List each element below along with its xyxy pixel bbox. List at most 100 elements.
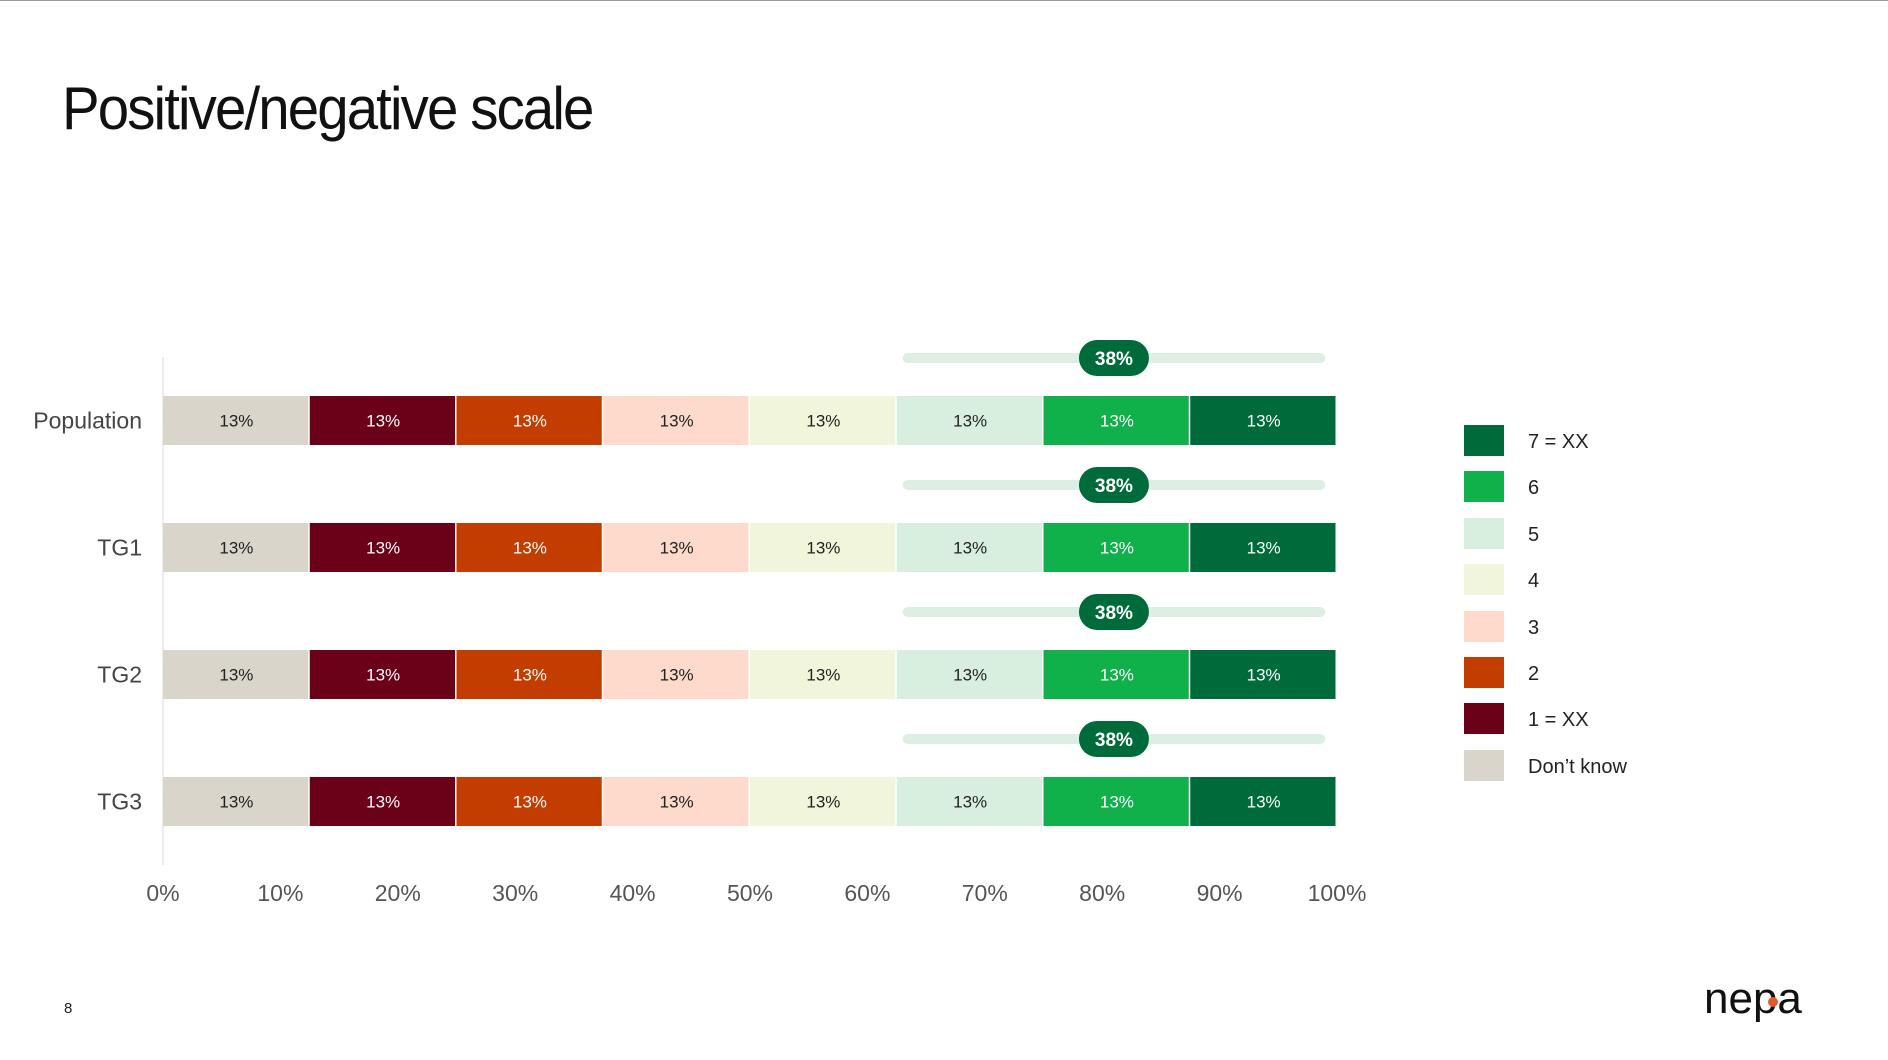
x-tick-label: 80% bbox=[1079, 880, 1125, 906]
bar-segment bbox=[750, 523, 896, 572]
data-label: 13% bbox=[953, 412, 987, 431]
data-label: 13% bbox=[1100, 666, 1134, 685]
bar-segment bbox=[456, 650, 602, 699]
legend-label: 3 bbox=[1528, 616, 1540, 639]
data-label: 13% bbox=[1247, 539, 1281, 558]
nepa-logo-dot bbox=[1768, 997, 1778, 1007]
bar-segment bbox=[896, 523, 1042, 572]
data-label: 13% bbox=[660, 666, 694, 685]
bar-segment bbox=[163, 523, 309, 572]
bar-segment bbox=[309, 777, 455, 826]
legend-swatch bbox=[1464, 564, 1504, 596]
data-label: 13% bbox=[513, 412, 547, 431]
nepa-logo: nepa bbox=[1704, 975, 1802, 1023]
x-tick-label: 40% bbox=[610, 880, 656, 906]
bar-segment bbox=[603, 396, 749, 445]
data-label: 13% bbox=[1247, 793, 1281, 812]
legend-swatch bbox=[1464, 703, 1504, 735]
bar-segment bbox=[896, 396, 1042, 445]
x-tick-label: 20% bbox=[375, 880, 421, 906]
data-label: 13% bbox=[1100, 539, 1134, 558]
legend-swatch bbox=[1464, 425, 1504, 456]
top-box-value: 38% bbox=[1095, 603, 1133, 624]
x-tick-label: 0% bbox=[146, 880, 179, 906]
bar-segment bbox=[456, 777, 602, 826]
data-label: 13% bbox=[219, 539, 253, 558]
data-label: 13% bbox=[806, 412, 840, 431]
data-label: 13% bbox=[366, 793, 400, 812]
bar-segment bbox=[750, 650, 896, 699]
legend-label: 5 bbox=[1528, 523, 1540, 546]
data-label: 13% bbox=[953, 793, 987, 812]
data-label: 13% bbox=[219, 793, 253, 812]
bar-segment bbox=[603, 523, 749, 572]
x-tick-label: 30% bbox=[492, 880, 538, 906]
bar-segment bbox=[1043, 396, 1189, 445]
bar-segment bbox=[1190, 523, 1336, 572]
data-label: 13% bbox=[366, 412, 400, 431]
data-label: 13% bbox=[660, 793, 694, 812]
bar-segment bbox=[163, 396, 309, 445]
bar-segment bbox=[1043, 650, 1189, 699]
x-tick-label: 100% bbox=[1308, 880, 1367, 906]
legend-swatch bbox=[1464, 749, 1504, 781]
x-tick-label: 10% bbox=[257, 880, 303, 906]
legend-label: 4 bbox=[1528, 570, 1540, 593]
bar-segment bbox=[163, 650, 309, 699]
data-label: 13% bbox=[1100, 412, 1134, 431]
bar-segment bbox=[1190, 777, 1336, 826]
top-box-badge bbox=[1078, 721, 1149, 757]
data-label: 13% bbox=[660, 539, 694, 558]
bar-segment bbox=[603, 650, 749, 699]
bar-segment bbox=[896, 777, 1042, 826]
x-tick-label: 50% bbox=[727, 880, 773, 906]
x-tick-label: 90% bbox=[1197, 880, 1243, 906]
bar-segment bbox=[309, 650, 455, 699]
top-box-value: 38% bbox=[1095, 349, 1133, 370]
category-label: TG1 bbox=[97, 535, 142, 561]
category-label: TG3 bbox=[97, 789, 142, 815]
x-tick-label: 60% bbox=[844, 880, 890, 906]
bar-segment bbox=[309, 396, 455, 445]
bar-segment bbox=[309, 523, 455, 572]
bar-segment bbox=[1043, 523, 1189, 572]
legend-label: 1 = XX bbox=[1528, 709, 1589, 732]
data-label: 13% bbox=[953, 539, 987, 558]
page-number: 8 bbox=[64, 1000, 73, 1017]
category-label: TG2 bbox=[97, 662, 142, 688]
data-label: 13% bbox=[219, 666, 253, 685]
bar-segment bbox=[1043, 777, 1189, 826]
bar-segment bbox=[750, 396, 896, 445]
data-label: 13% bbox=[366, 539, 400, 558]
data-label: 13% bbox=[219, 412, 253, 431]
top-rule bbox=[0, 0, 1888, 1]
top-box-badge bbox=[1078, 340, 1149, 376]
legend-swatch bbox=[1464, 517, 1504, 549]
data-label: 13% bbox=[953, 666, 987, 685]
nepa-logo-text: nepa bbox=[1704, 975, 1802, 1023]
legend-label: 6 bbox=[1528, 477, 1540, 500]
legend-swatch bbox=[1464, 610, 1504, 642]
data-label: 13% bbox=[513, 539, 547, 558]
top-box-badge bbox=[1078, 467, 1149, 503]
top-box-value: 38% bbox=[1095, 730, 1133, 751]
legend-label: Don’t know bbox=[1528, 755, 1627, 778]
data-label: 13% bbox=[660, 412, 694, 431]
top-box-badge bbox=[1078, 594, 1149, 630]
data-label: 13% bbox=[366, 666, 400, 685]
data-label: 13% bbox=[806, 539, 840, 558]
legend-label: 2 bbox=[1528, 662, 1540, 685]
bar-segment bbox=[163, 777, 309, 826]
bar-segment bbox=[1190, 650, 1336, 699]
legend-label: 7 = XX bbox=[1528, 431, 1589, 453]
data-label: 13% bbox=[806, 793, 840, 812]
bar-segment bbox=[456, 396, 602, 445]
data-label: 13% bbox=[1247, 412, 1281, 431]
data-label: 13% bbox=[1247, 666, 1281, 685]
bar-segment bbox=[896, 650, 1042, 699]
top-box-value: 38% bbox=[1095, 476, 1133, 497]
x-tick-label: 70% bbox=[962, 880, 1008, 906]
legend-swatch bbox=[1464, 656, 1504, 688]
data-label: 13% bbox=[513, 666, 547, 685]
